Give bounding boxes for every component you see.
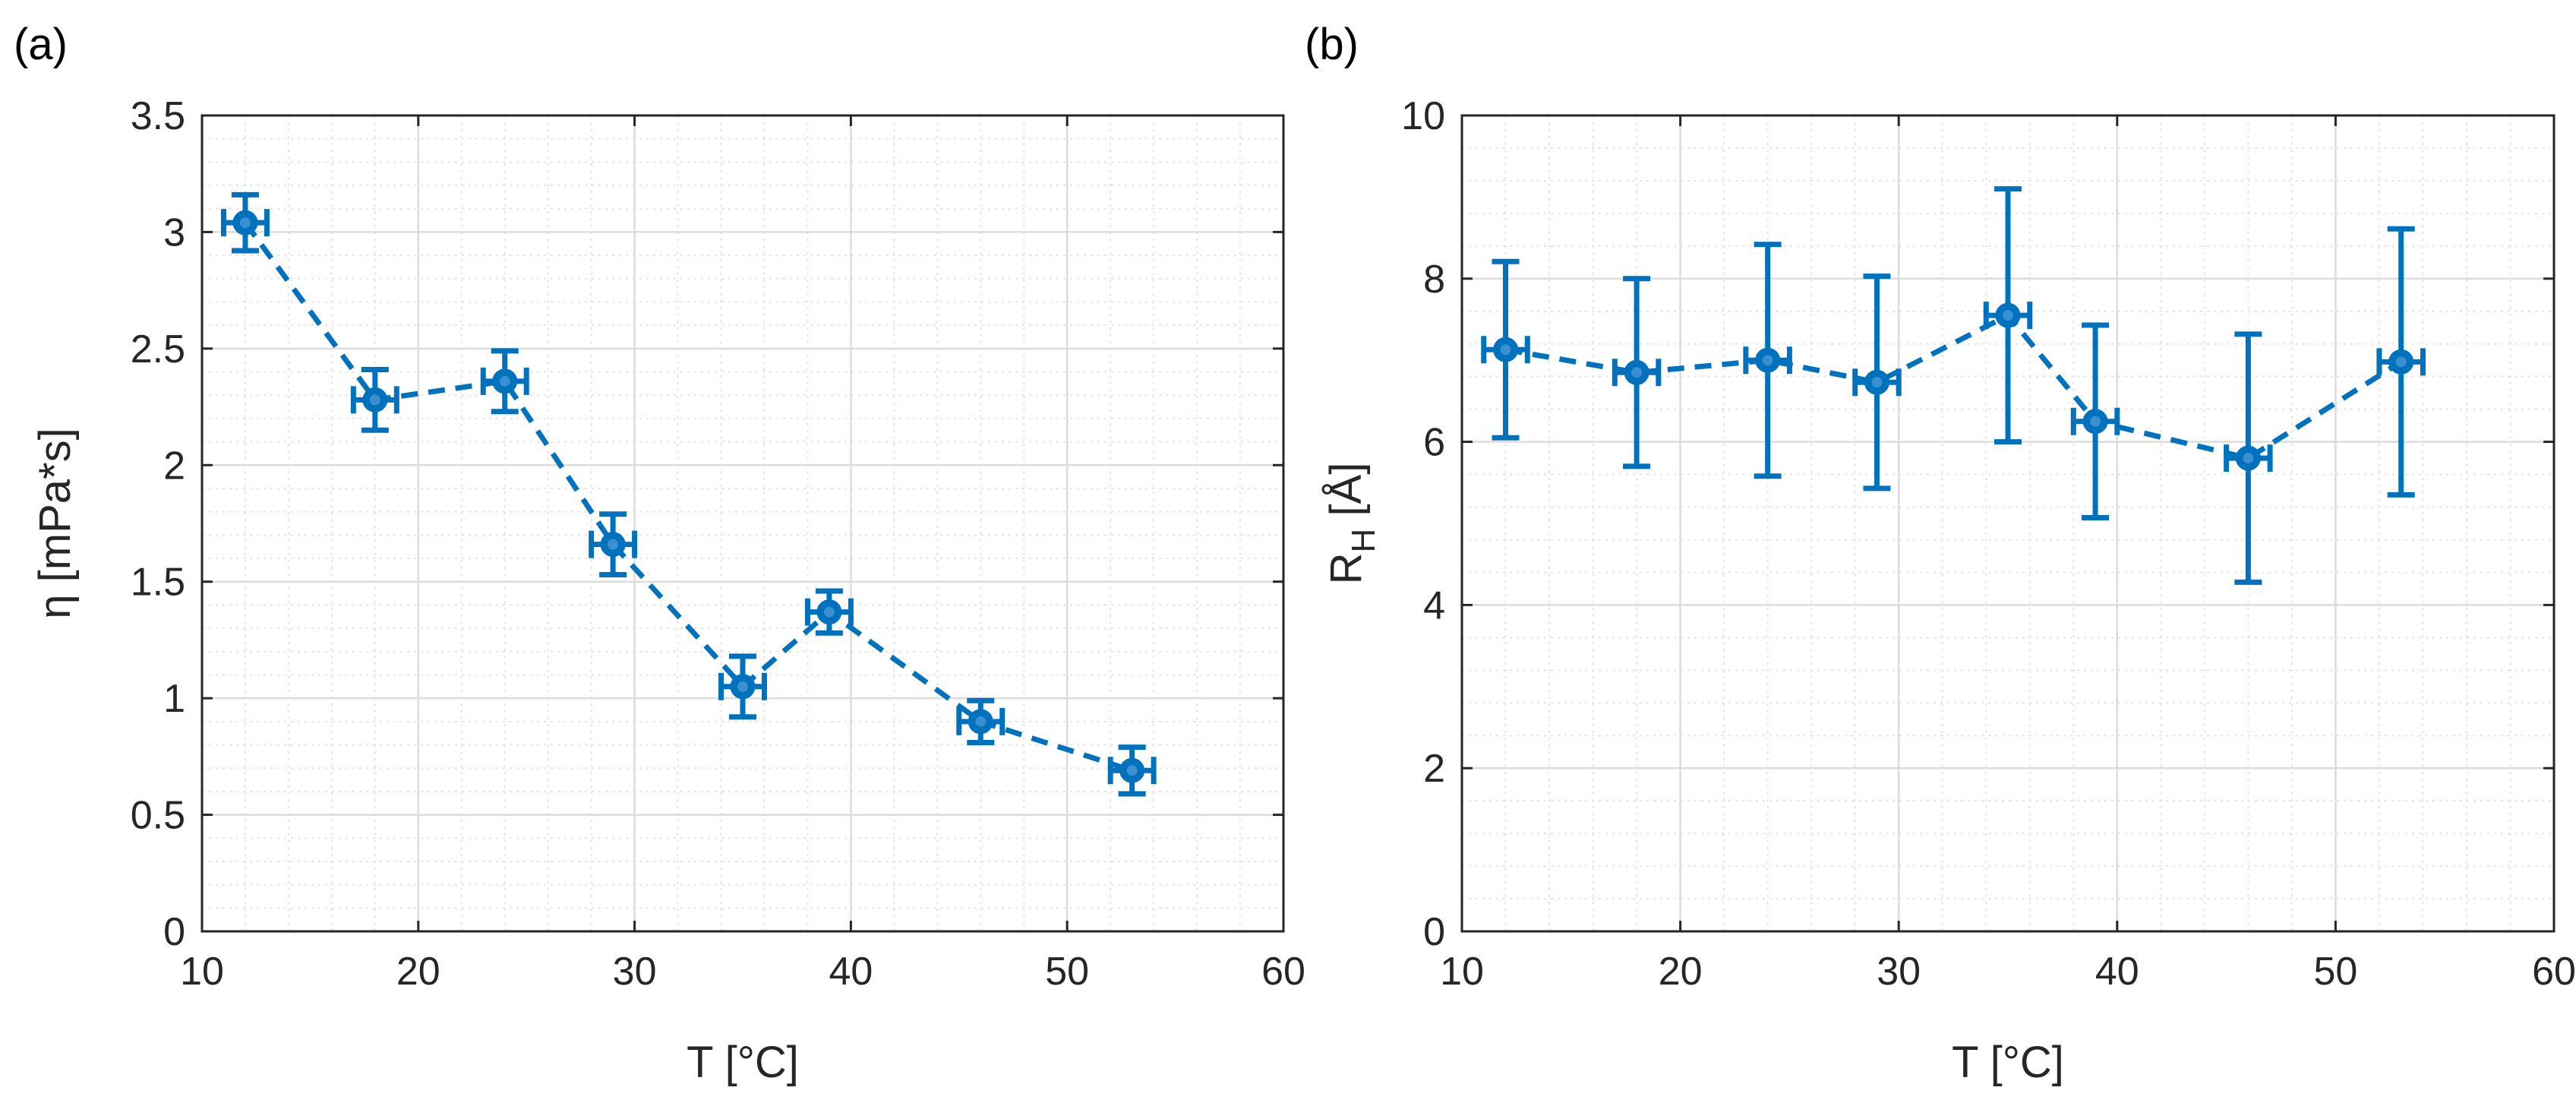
y-tick-label: 4: [1423, 583, 1445, 627]
y-tick-label: 10: [1401, 94, 1445, 138]
x-tick-label: 50: [1045, 950, 1089, 994]
y-tick-label: 1.5: [131, 561, 185, 605]
y-tick-label: 2: [1423, 747, 1445, 791]
data-point-inner: [2395, 356, 2407, 368]
data-point-inner: [1500, 344, 1511, 356]
data-point-inner: [1631, 367, 1643, 378]
y-tick-label: 6: [1423, 421, 1445, 465]
y-tick-label: 1: [163, 677, 185, 721]
x-tick-label: 60: [1261, 950, 1305, 994]
y-tick-label: 0: [1423, 910, 1445, 954]
y-tick-label: 3: [163, 210, 185, 254]
data-point-inner: [737, 681, 748, 692]
x-tick-label: 20: [1659, 950, 1703, 994]
x-tick-label: 50: [2313, 950, 2357, 994]
data-point-inner: [239, 217, 251, 229]
x-axis-label: T [°C]: [687, 1038, 799, 1087]
x-tick-label: 40: [829, 950, 873, 994]
data-point-inner: [369, 394, 380, 406]
x-tick-label: 10: [180, 950, 224, 994]
panel-label: (a): [14, 20, 68, 69]
data-point-inner: [2090, 416, 2101, 427]
data-point-inner: [823, 606, 835, 618]
series-line: [243, 221, 1133, 773]
y-tick-label: 8: [1423, 258, 1445, 302]
x-tick-label: 40: [2095, 950, 2139, 994]
y-tick-label: 3.5: [131, 94, 185, 138]
data-point-inner: [608, 539, 619, 550]
panel-a: (a) 10 20 30 40 50 60 0 0.5 1 1.5 2 2.5 3 3.5 T [°C] η […: [14, 20, 1305, 1087]
series: [1481, 186, 2426, 585]
x-tick-label: 30: [613, 950, 657, 994]
data-point-inner: [2243, 453, 2254, 464]
panel-b: (b) 10 20 30 40 50 60 0 2 4 6 8 10 T [°C] RH [Å]: [1305, 20, 2576, 1087]
plot-area: [202, 115, 1283, 931]
x-tick-label: 20: [396, 950, 440, 994]
x-tick-label: 10: [1440, 950, 1484, 994]
x-tick-label: 30: [1877, 950, 1921, 994]
series: [220, 191, 1157, 797]
data-point-inner: [975, 716, 987, 727]
y-tick-label: 2: [163, 444, 185, 488]
data-point-inner: [499, 375, 510, 387]
data-point-inner: [2003, 310, 2013, 321]
x-axis-label: T [°C]: [1952, 1038, 2064, 1087]
data-point-inner: [1126, 765, 1138, 776]
axes-box: [200, 114, 1285, 933]
data-point-inner: [1871, 377, 1883, 388]
series-line: [1504, 312, 2403, 461]
x-tick-label: 60: [2532, 950, 2576, 994]
data-point-inner: [1762, 355, 1773, 366]
axes-box: [1460, 114, 2555, 933]
y-axis-label: η [mPa*s]: [30, 428, 80, 618]
panel-label: (b): [1305, 20, 1359, 69]
y-tick-label: 0.5: [131, 794, 185, 838]
y-tick-label: 0: [163, 910, 185, 954]
y-axis-label: RH [Å]: [1321, 463, 1382, 585]
y-tick-label: 2.5: [131, 327, 185, 371]
